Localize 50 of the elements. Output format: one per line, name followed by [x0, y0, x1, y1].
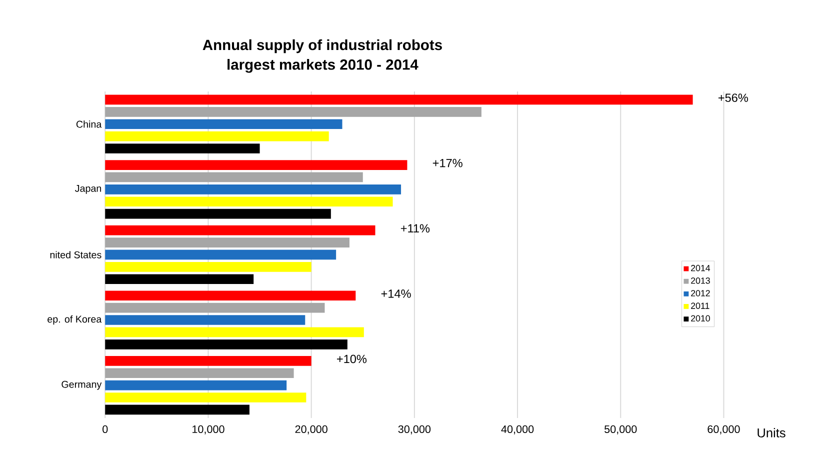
bar: [105, 380, 287, 390]
bar: [105, 302, 325, 313]
bar: [105, 250, 336, 260]
bar: [105, 208, 331, 219]
annotation: +10%: [337, 354, 367, 363]
bar: [105, 356, 312, 366]
x-tick-label: 0: [102, 425, 108, 433]
chart-subtitle: largest markets 2010 - 2014: [228, 58, 418, 73]
x-tick-label: 10,000: [192, 425, 224, 434]
bar: [105, 131, 329, 142]
bar: [105, 290, 356, 300]
y-tick-label: Japan: [75, 184, 102, 194]
bar: [105, 184, 402, 194]
y-tick-label: China: [76, 120, 102, 128]
legend-label: 2010: [691, 315, 710, 322]
y-tick-label: ep. of Korea: [48, 315, 102, 324]
chart-title: Annual supply of industrial robots: [202, 39, 442, 53]
legend-label: 2011: [691, 302, 710, 309]
x-tick-label: 30,000: [398, 425, 431, 434]
bar: [105, 143, 260, 154]
bar: [105, 274, 254, 284]
x-tick-label: 50,000: [604, 425, 637, 434]
bar: [105, 339, 348, 350]
annotation: +56%: [718, 93, 748, 102]
bar: [105, 196, 393, 206]
y-tick-label: nited States: [50, 250, 102, 258]
bar: [105, 172, 363, 182]
bar: [105, 225, 376, 236]
bar: [105, 160, 408, 170]
annotation: +11%: [400, 224, 430, 232]
bar: [105, 404, 250, 414]
x-tick-label: 40,000: [501, 425, 534, 434]
bar: [105, 327, 364, 337]
annotation: +17%: [432, 158, 462, 167]
y-tick-label: Germany: [62, 380, 102, 390]
bar: [105, 94, 693, 104]
x-tick-label: 20,000: [295, 425, 328, 434]
bar: [105, 392, 306, 402]
legend-label: 2012: [691, 290, 710, 296]
legend-label: 2014: [691, 264, 710, 272]
bar: [105, 262, 312, 272]
bar: [105, 314, 306, 325]
bar: [105, 368, 294, 378]
x-axis-title: Units: [758, 428, 786, 438]
x-tick-label: 60,000: [708, 425, 740, 434]
legend-label: 2013: [691, 277, 710, 284]
bar: [105, 237, 350, 248]
annotation: +14%: [381, 289, 411, 298]
bar: [105, 119, 342, 129]
bar: [105, 106, 482, 117]
